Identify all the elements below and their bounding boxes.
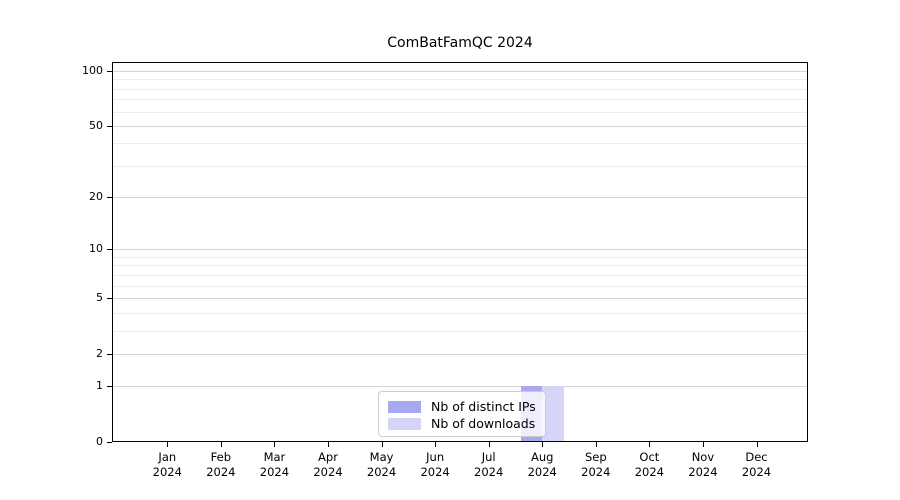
gridline-5 (112, 297, 808, 299)
xtick-month: May (369, 450, 394, 464)
legend-row-downloads: Nb of downloads (388, 415, 536, 432)
xtick-year: 2024 (206, 465, 236, 479)
xtick-year: 2024 (474, 465, 504, 479)
xtick-month: Jul (481, 450, 496, 464)
xtick-year: 2024 (313, 465, 343, 479)
ytick-mark-10 (107, 249, 112, 251)
gridline-20 (112, 197, 808, 199)
gridline-10 (112, 249, 808, 251)
gridline-100 (112, 71, 808, 72)
chart-title: ComBatFamQC 2024 (387, 35, 533, 51)
gridline-minor-90 (112, 79, 808, 81)
xtick-mark-nov (702, 442, 704, 447)
xtick-label-jun: Jun 2024 (405, 450, 465, 480)
ytick-mark-0 (107, 442, 112, 443)
xtick-label-apr: Apr 2024 (298, 450, 358, 480)
ytick-mark-5 (107, 297, 112, 299)
plot-area (112, 62, 808, 442)
gridline-2 (112, 353, 808, 355)
xtick-mark-sep (595, 442, 597, 447)
xtick-month: Nov (691, 450, 715, 464)
xtick-month: Sep (584, 450, 607, 464)
gridline-minor-30 (112, 165, 808, 167)
xtick-mark-jun (435, 442, 437, 447)
ytick-label-100: 100 (82, 64, 103, 77)
xtick-label-aug: Aug 2024 (512, 450, 572, 480)
gridline-minor-6 (112, 285, 808, 287)
xtick-month: Apr (318, 450, 338, 464)
xtick-mark-jul (488, 442, 490, 447)
xtick-year: 2024 (527, 465, 557, 479)
xtick-label-feb: Feb 2024 (191, 450, 251, 480)
xtick-mark-oct (649, 442, 651, 447)
gridline-minor-3 (112, 330, 808, 332)
ytick-mark-50 (107, 125, 112, 127)
xtick-mark-dec (756, 442, 758, 447)
ytick-label-5: 5 (96, 290, 103, 304)
xtick-year: 2024 (581, 465, 611, 479)
legend-row-distinct-ips: Nb of distinct IPs (388, 398, 536, 415)
xtick-year: 2024 (152, 465, 182, 479)
xtick-year: 2024 (420, 465, 450, 479)
ytick-label-10: 10 (89, 242, 103, 256)
xtick-mark-feb (220, 442, 222, 447)
ytick-mark-20 (107, 197, 112, 199)
gridline-minor-70 (112, 99, 808, 101)
legend-label-downloads: Nb of downloads (431, 416, 536, 431)
xtick-mark-mar (274, 442, 276, 447)
xtick-label-jan: Jan 2024 (137, 450, 197, 480)
ytick-mark-100 (107, 71, 112, 72)
xtick-month: Jan (158, 450, 177, 464)
xtick-year: 2024 (259, 465, 290, 479)
xtick-year: 2024 (366, 465, 397, 479)
xtick-label-oct: Oct 2024 (619, 450, 679, 480)
xtick-label-jul: Jul 2024 (459, 450, 519, 480)
xtick-month: Jun (426, 450, 445, 464)
xtick-month: Mar (263, 450, 286, 464)
gridline-minor-8 (112, 265, 808, 267)
ytick-label-20: 20 (89, 190, 103, 204)
gridline-minor-40 (112, 143, 808, 145)
downloads-swatch (388, 417, 421, 430)
ytick-mark-2 (107, 353, 112, 355)
xtick-mark-apr (327, 442, 329, 447)
ytick-label-50: 50 (89, 118, 103, 132)
xtick-month: Oct (639, 450, 660, 464)
xtick-year: 2024 (634, 465, 665, 479)
ytick-label-1: 1 (96, 379, 103, 393)
plot-border (112, 62, 808, 442)
gridline-1 (112, 386, 808, 388)
xtick-mark-jan (167, 442, 169, 447)
xtick-mark-may (381, 442, 383, 447)
xtick-label-dec: Dec 2024 (727, 450, 787, 480)
ytick-label-0: 0 (96, 435, 103, 448)
gridline-50 (112, 125, 808, 127)
gridline-minor-60 (112, 111, 808, 113)
gridline-minor-9 (112, 256, 808, 258)
ytick-mark-1 (107, 386, 112, 388)
xtick-label-mar: Mar 2024 (244, 450, 304, 480)
bar-aug-downloads (542, 386, 564, 442)
ytick-label-2: 2 (96, 346, 103, 360)
xtick-year: 2024 (688, 465, 718, 479)
xtick-mark-aug (542, 442, 544, 447)
xtick-month: Aug (531, 450, 554, 464)
xtick-label-may: May 2024 (352, 450, 412, 480)
gridline-minor-80 (112, 88, 808, 90)
gridline-minor-7 (112, 274, 808, 276)
xtick-month: Feb (210, 450, 232, 464)
distinct-ips-swatch (388, 400, 421, 413)
xtick-year: 2024 (741, 465, 772, 479)
legend-label-distinct-ips: Nb of distinct IPs (431, 399, 536, 414)
xtick-label-sep: Sep 2024 (566, 450, 626, 480)
legend: Nb of distinct IPs Nb of downloads (378, 391, 546, 437)
xtick-month: Dec (745, 450, 768, 464)
gridline-minor-4 (112, 312, 808, 314)
xtick-label-nov: Nov 2024 (673, 450, 733, 480)
